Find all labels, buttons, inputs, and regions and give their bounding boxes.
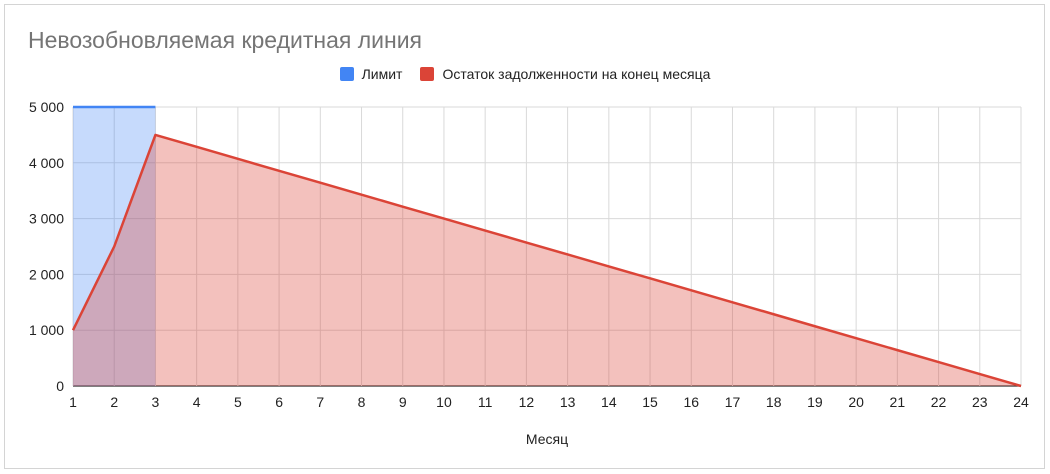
x-tick-label: 16 — [683, 394, 699, 410]
x-tick-label: 22 — [931, 394, 947, 410]
x-tick-label: 13 — [560, 394, 576, 410]
x-tick-label: 20 — [848, 394, 864, 410]
x-tick-label: 18 — [766, 394, 782, 410]
x-tick-label: 10 — [436, 394, 452, 410]
legend-label-limit: Лимит — [361, 66, 403, 82]
x-tick-label: 21 — [890, 394, 906, 410]
chart-grid — [72, 106, 1022, 387]
x-tick-label: 9 — [399, 394, 407, 410]
chart-frame — [4, 4, 1045, 469]
x-axis-label: Месяц — [526, 431, 568, 447]
y-tick-label: 0 — [56, 378, 64, 394]
y-tick-label: 5 000 — [29, 99, 64, 115]
y-tick-label: 1 000 — [29, 322, 64, 338]
y-tick-label: 4 000 — [29, 155, 64, 171]
x-tick-label: 23 — [972, 394, 988, 410]
x-tick-label: 24 — [1013, 394, 1029, 410]
x-tick-label: 7 — [316, 394, 324, 410]
y-axis-ticks: 0 1 000 2 000 3 000 4 000 5 000 — [29, 99, 64, 394]
chart-legend: Лимит Остаток задолженности на конец мес… — [0, 66, 1050, 82]
x-tick-label: 14 — [601, 394, 617, 410]
x-tick-label: 4 — [193, 394, 201, 410]
x-tick-label: 5 — [234, 394, 242, 410]
series-area-1 — [73, 134, 1021, 386]
chart-lines — [71, 105, 1022, 388]
legend-item-limit[interactable]: Лимит — [339, 66, 403, 82]
legend-swatch-limit — [339, 67, 354, 81]
legend-label-balance: Остаток задолженности на конец месяца — [442, 66, 711, 82]
y-tick-label: 2 000 — [29, 266, 64, 282]
chart-title: Невозобновляемая кредитная линия — [28, 27, 422, 53]
x-tick-label: 3 — [152, 394, 160, 410]
x-tick-label: 6 — [275, 394, 283, 410]
x-tick-label: 11 — [478, 394, 493, 410]
x-tick-label: 1 — [69, 394, 77, 410]
x-tick-label: 8 — [358, 394, 366, 410]
x-tick-label: 15 — [642, 394, 658, 410]
x-tick-label: 17 — [725, 394, 741, 410]
series-line-1 — [71, 133, 1022, 388]
x-tick-label: 12 — [519, 394, 535, 410]
legend-item-balance[interactable]: Остаток задолженности на конец месяца — [420, 66, 710, 82]
x-tick-label: 19 — [807, 394, 823, 410]
y-tick-label: 3 000 — [29, 211, 64, 227]
legend-swatch-balance — [420, 67, 435, 81]
x-tick-label: 2 — [110, 394, 118, 410]
x-axis-ticks: 1 2 3 4 5 6 7 8 9 10 11 12 13 14 15 16 17 18 19 20 21 22 23 24 — [69, 394, 1029, 410]
